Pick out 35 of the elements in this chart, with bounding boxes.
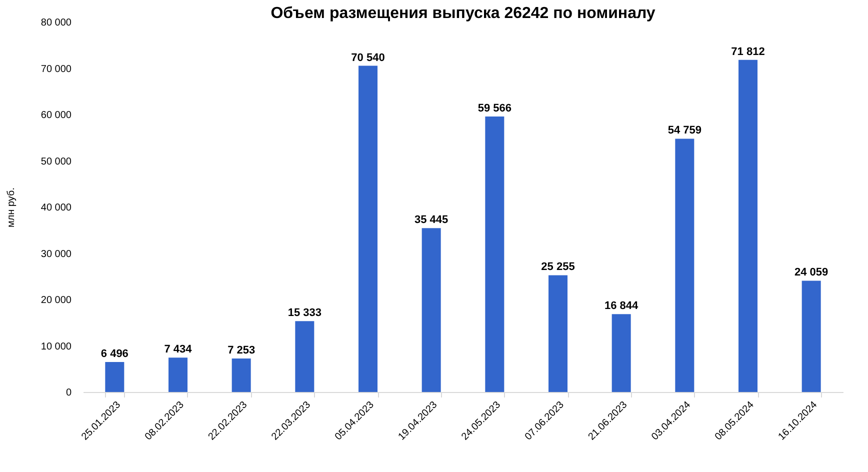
chart-title: Объем размещения выпуска 26242 по номиналу: [270, 5, 656, 22]
bar: [738, 60, 758, 392]
y-tick-label: 10 000: [40, 341, 72, 352]
y-tick-label: 70 000: [40, 64, 72, 75]
data-label: 7 434: [164, 344, 193, 356]
data-label: 54 759: [668, 124, 702, 137]
data-label: 35 445: [414, 214, 448, 226]
y-tick-label: 30 000: [40, 248, 72, 260]
bar: [168, 358, 188, 392]
bar: [548, 275, 568, 392]
bar: [802, 280, 821, 392]
data-label: 24 059: [794, 266, 828, 279]
data-label: 7 253: [228, 344, 256, 356]
y-tick-label: 50 000: [40, 156, 72, 168]
bar: [232, 358, 251, 392]
bar: [485, 116, 504, 392]
data-label: 6 496: [100, 348, 128, 360]
data-label: 59 566: [478, 102, 512, 115]
bar: [358, 66, 378, 392]
bar: [422, 228, 441, 392]
y-tick-label: 60 000: [40, 110, 72, 121]
bar: [612, 314, 631, 392]
data-label: 16 844: [604, 300, 640, 312]
data-label: 25 255: [541, 261, 575, 274]
y-tick-label: 20 000: [40, 295, 72, 306]
bar: [295, 321, 314, 392]
y-tick-label: 80 000: [40, 18, 72, 28]
data-label: 70 540: [351, 52, 385, 64]
bar: [675, 138, 694, 392]
y-tick-label: 0: [66, 388, 72, 398]
bar: [105, 362, 124, 392]
y-tick-label: 40 000: [40, 202, 72, 214]
data-label: 71 812: [731, 46, 765, 58]
data-label: 15 333: [288, 307, 322, 320]
y-axis-title: млн руб.: [6, 187, 17, 228]
